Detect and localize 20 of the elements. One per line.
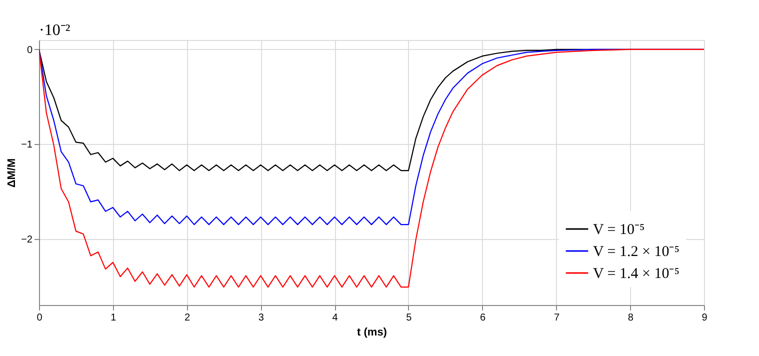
x-tick-label: 9 (702, 312, 708, 324)
x-tick-label: 1 (110, 312, 117, 324)
legend-label: V = 1.4 × 10⁻⁵ (593, 266, 680, 282)
x-tick-label: 2 (184, 312, 190, 324)
legend-label: V = 1.2 × 10⁻⁵ (593, 244, 680, 260)
x-tick-label: 6 (480, 312, 486, 324)
text: ·10⁻² (39, 22, 70, 39)
x-tick-label: 4 (332, 312, 338, 324)
x-tick-label: 3 (258, 312, 264, 324)
x-tick-label: 8 (628, 312, 634, 324)
x-tick-label: 5 (406, 312, 412, 324)
x-axis-title: t (ms) (357, 326, 388, 338)
y-tick-label: −2 (21, 234, 33, 246)
y-tick-label: −1 (21, 140, 33, 151)
x-tick-label: 7 (554, 312, 560, 324)
y-tick-label: 0 (26, 44, 33, 56)
legend-label: V = 10⁻⁵ (593, 222, 645, 238)
x-tick-label: 0 (36, 312, 43, 324)
line-series (39, 48, 704, 288)
y-axis-title: ΔM/M (6, 158, 18, 188)
